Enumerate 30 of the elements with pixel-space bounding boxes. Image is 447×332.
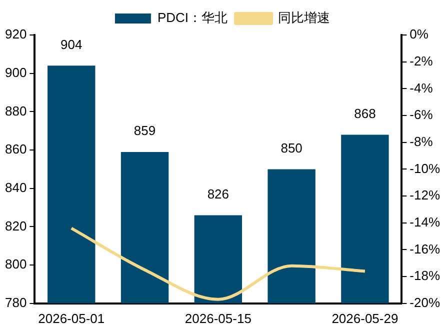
data-label: 859	[134, 123, 156, 138]
y2-tick-label: -10%	[410, 160, 440, 176]
data-label: 826	[207, 186, 230, 202]
y-tick-label: 820	[4, 218, 27, 234]
data-label: 904	[60, 36, 82, 52]
y-tick-label: 920	[4, 26, 27, 42]
y2-tick-label: -20%	[410, 294, 440, 310]
y2-tick-label: -6%	[410, 107, 434, 122]
y-tick-label: 840	[4, 180, 27, 195]
legend-label: 同比增速	[278, 10, 330, 26]
data-label: 850	[280, 140, 302, 156]
y-tick-label: 900	[4, 64, 27, 80]
y2-tick-label: -16%	[410, 241, 440, 256]
x-tick-label: 2026-05-15	[184, 310, 252, 326]
y2-tick-label: -12%	[410, 188, 440, 203]
y-tick-label: 880	[4, 103, 27, 118]
y-tick-label: 800	[4, 256, 27, 272]
data-label: 868	[354, 106, 376, 121]
y2-tick-label: 0%	[410, 26, 429, 42]
x-tick-label: 2026-05-29	[332, 310, 398, 326]
y2-tick-label: -18%	[410, 268, 440, 284]
x-tick-label: 2026-05-01	[38, 310, 105, 326]
y-tick-label: 780	[4, 294, 27, 310]
y2-tick-label: -2%	[410, 53, 434, 68]
y-tick-label: 860	[4, 142, 27, 157]
legend-label: PDCI：华北	[157, 10, 228, 26]
y2-tick-label: -4%	[410, 80, 434, 96]
y2-tick-label: -8%	[410, 134, 434, 149]
line-series	[70, 226, 366, 301]
y2-tick-label: -14%	[410, 214, 440, 230]
